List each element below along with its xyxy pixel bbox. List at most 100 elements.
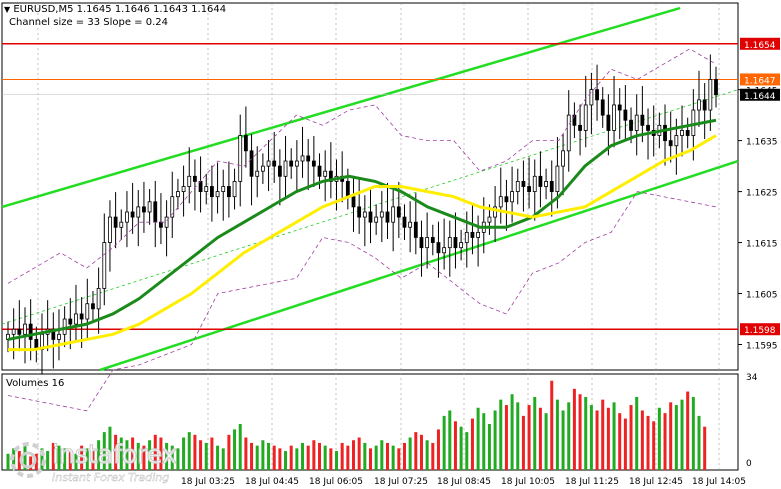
candle-body xyxy=(498,196,503,208)
candle xyxy=(17,300,22,352)
candle-body xyxy=(142,206,146,213)
candle-body xyxy=(413,221,418,238)
candle-body xyxy=(714,79,718,96)
candle-body xyxy=(6,333,10,340)
volume-bar xyxy=(182,437,186,470)
candle xyxy=(357,177,362,234)
candle-body xyxy=(226,186,231,198)
volume-bar xyxy=(51,442,55,470)
volume-bar xyxy=(663,413,667,470)
candle-body xyxy=(108,216,112,243)
candle-body xyxy=(147,201,152,213)
candle-body xyxy=(572,114,577,126)
price-label-box xyxy=(740,37,780,50)
volume-bar xyxy=(453,421,457,470)
volume-bar xyxy=(91,451,95,470)
volume-bar xyxy=(368,448,372,470)
volume-bar xyxy=(436,429,440,470)
candle xyxy=(436,221,441,278)
volume-bar xyxy=(142,445,146,470)
candle xyxy=(668,111,673,163)
volume-bar xyxy=(159,437,163,470)
candle-body xyxy=(612,104,616,131)
candle xyxy=(544,168,548,200)
candle-body xyxy=(289,160,294,167)
candle-body xyxy=(136,206,141,218)
candle xyxy=(391,190,396,252)
candle-body xyxy=(436,242,441,254)
volume-bar xyxy=(578,394,582,470)
candle-body xyxy=(419,237,424,249)
volume-bar xyxy=(476,407,480,470)
candle-body xyxy=(357,206,362,218)
candle xyxy=(283,136,288,198)
candle xyxy=(187,147,192,204)
price-label-box xyxy=(740,73,780,86)
candle-body xyxy=(617,104,622,111)
channel-lower-line xyxy=(99,159,739,372)
volume-bar xyxy=(431,442,435,470)
candle xyxy=(498,167,503,224)
candle xyxy=(226,161,231,218)
x-tick-label: 18 Jul 07:25 xyxy=(374,477,428,487)
volume-bar xyxy=(335,451,339,470)
volume-bar xyxy=(148,440,152,470)
volume-bar xyxy=(618,413,622,470)
y-tick-label: 1.1605 xyxy=(746,291,778,301)
candle xyxy=(351,175,356,232)
candle-body xyxy=(91,303,95,310)
candle-body xyxy=(459,242,464,249)
candle-body xyxy=(453,237,458,249)
volume-bar xyxy=(312,440,316,470)
volume-bar xyxy=(510,394,514,470)
candle-body xyxy=(311,160,316,167)
volume-bar xyxy=(425,440,429,470)
candle-body xyxy=(566,114,571,152)
candle-body xyxy=(425,237,430,249)
candle-body xyxy=(663,124,667,142)
x-tick-label: 18 Jul 14:05 xyxy=(692,477,746,487)
candle-body xyxy=(243,135,248,152)
volume-bar xyxy=(289,445,293,470)
candle xyxy=(249,133,254,206)
price-label-text: 1.1598 xyxy=(744,326,776,336)
candle xyxy=(210,165,214,222)
dropdown-triangle-icon[interactable]: ▼ xyxy=(4,5,11,14)
candle-body xyxy=(272,160,277,167)
candle xyxy=(549,160,554,217)
candle xyxy=(374,204,379,235)
sma-yellow-line xyxy=(8,134,717,352)
volume-label: Volumes 16 xyxy=(6,378,65,389)
candle-body xyxy=(470,231,475,238)
candle xyxy=(379,191,384,243)
volume-bar xyxy=(6,453,10,470)
candle-body xyxy=(79,313,84,320)
candle xyxy=(232,168,237,210)
volume-bar xyxy=(601,399,605,470)
candle-body xyxy=(385,211,390,223)
volume-bar xyxy=(391,445,395,470)
candle-body xyxy=(691,109,696,136)
volume-bar xyxy=(221,448,225,470)
sma-green-line xyxy=(7,118,717,341)
volume-bar xyxy=(482,413,486,470)
candle xyxy=(164,200,169,257)
x-tick-label: 18 Jul 11:25 xyxy=(565,477,619,487)
volume-bar xyxy=(250,442,254,470)
volume-bar xyxy=(686,391,690,470)
volume-bar xyxy=(176,448,180,470)
volume-bar xyxy=(340,442,344,470)
volume-bar xyxy=(267,442,271,470)
watermark-tagline: Instant Forex Trading xyxy=(52,471,170,484)
volume-bar xyxy=(635,396,639,470)
volume-bar xyxy=(284,451,288,470)
candle xyxy=(272,131,277,183)
candle-body xyxy=(210,186,214,198)
volume-bar xyxy=(119,437,123,470)
x-tick-label: 18 Jul 08:45 xyxy=(437,477,491,487)
candle-body xyxy=(193,175,197,182)
x-tick-label: 18 Jul 03:25 xyxy=(181,477,235,487)
candle-body xyxy=(164,216,169,228)
candle xyxy=(176,178,180,210)
volume-bar xyxy=(301,442,305,470)
